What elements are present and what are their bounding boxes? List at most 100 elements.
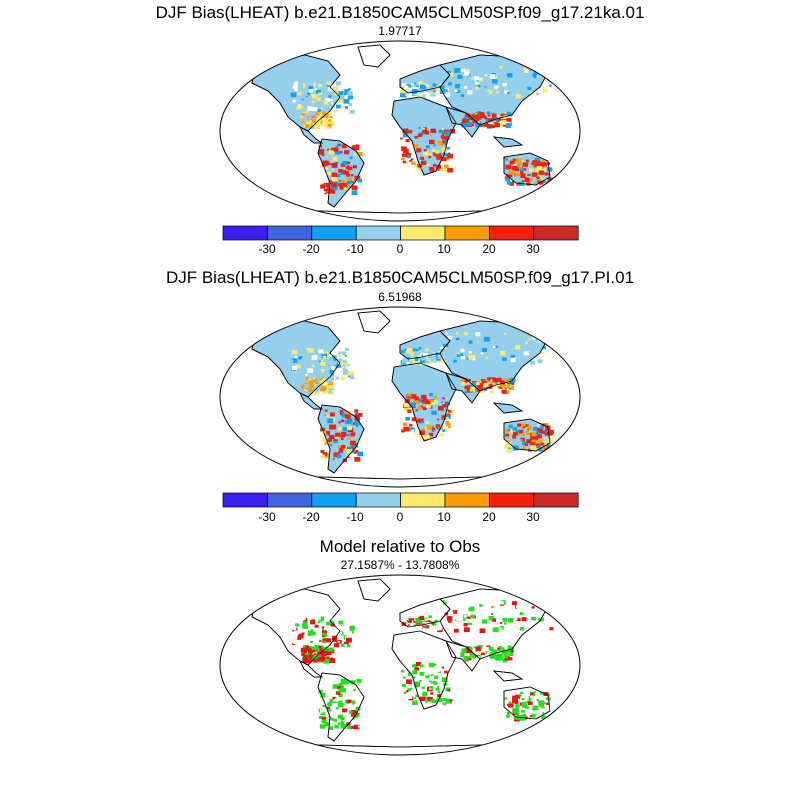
grid-cell [437, 405, 444, 411]
grid-cell [507, 66, 513, 71]
grid-cell [305, 373, 308, 376]
grid-cell [349, 710, 353, 714]
grid-cell [446, 147, 450, 150]
grid-cell [324, 349, 328, 352]
grid-cell [319, 378, 323, 381]
grid-cell [328, 378, 334, 383]
greenland-coastline [357, 310, 391, 334]
grid-cell [430, 618, 435, 622]
grid-cell [301, 113, 306, 116]
grid-cell [534, 347, 539, 350]
grid-cell [411, 417, 417, 422]
grid-cell [513, 163, 517, 166]
grid-cell [524, 621, 528, 625]
grid-cell [402, 133, 409, 138]
grid-cell [425, 625, 430, 628]
grid-cell [515, 604, 522, 609]
cb1-label: -30 [258, 242, 276, 256]
grid-cell [339, 151, 343, 154]
grid-cell [302, 116, 307, 120]
grid-cell [544, 334, 547, 337]
grid-cell [503, 332, 507, 336]
grid-cell [402, 358, 409, 363]
grid-cell [538, 617, 541, 620]
grid-cell [433, 152, 438, 156]
grid-cell [350, 680, 356, 685]
grid-cell [327, 383, 330, 386]
grid-cell [538, 339, 542, 343]
grid-cell [541, 705, 545, 709]
grid-cell [535, 431, 541, 435]
grid-cell [475, 87, 479, 90]
grid-cell [515, 94, 522, 99]
grid-cell [408, 130, 413, 134]
grid-cell [417, 406, 422, 410]
grid-cell [467, 381, 472, 385]
grid-cell [404, 398, 411, 404]
grid-cell [504, 352, 510, 357]
grid-cell [307, 389, 312, 393]
grid-cell [530, 620, 535, 624]
grid-cell [401, 350, 405, 354]
grid-cell [508, 424, 513, 429]
grid-cell [461, 119, 468, 124]
grid-cell [342, 679, 349, 685]
grid-cell [407, 409, 412, 413]
grid-cell [321, 716, 327, 721]
grid-cell [440, 67, 447, 73]
grid-cell [412, 664, 416, 668]
grid-cell [508, 657, 513, 661]
grid-cell [429, 84, 434, 89]
grid-cell [447, 409, 452, 413]
grid-cell [527, 166, 530, 169]
grid-cell [416, 148, 422, 153]
grid-cell [316, 390, 319, 393]
grid-cell [519, 429, 524, 434]
grid-cell [348, 644, 354, 649]
grid-cell [417, 627, 423, 632]
grid-cell [528, 624, 533, 628]
grid-cell [509, 649, 514, 653]
grid-cell [471, 621, 478, 627]
grid-cell [488, 615, 495, 621]
grid-cell [419, 94, 426, 100]
grid-cell [331, 373, 335, 376]
grid-cell [499, 627, 502, 629]
grid-cell [443, 601, 447, 605]
grid-cell [346, 699, 352, 704]
grid-cell [313, 653, 316, 655]
grid-cell [346, 161, 351, 165]
grid-cell [423, 149, 427, 152]
colorbar-swatch [267, 225, 313, 241]
grid-cell [351, 700, 356, 704]
grid-cell [331, 185, 338, 191]
grid-cell [324, 91, 330, 96]
grid-cell [434, 697, 439, 701]
grid-cell [472, 120, 475, 123]
grid-cell [543, 437, 547, 440]
grid-cell [546, 167, 553, 172]
grid-cell [355, 425, 359, 428]
grid-cell [402, 157, 407, 161]
grid-cell [293, 630, 300, 635]
grid-cell [428, 615, 432, 619]
grid-cell [420, 428, 425, 432]
grid-cell [546, 444, 552, 449]
grid-cell [330, 620, 335, 624]
grid-cell [340, 721, 345, 725]
grid-cell [513, 616, 518, 621]
grid-cell [492, 346, 496, 348]
grid-cell [530, 70, 534, 74]
grid-cell [505, 441, 512, 446]
grid-cell [505, 378, 512, 383]
grid-cell [349, 156, 353, 160]
grid-cell [425, 700, 429, 703]
grid-cell [310, 112, 314, 115]
grid-cell [505, 123, 511, 129]
grid-cell [329, 121, 333, 125]
grid-cell [461, 382, 465, 386]
grid-cell [454, 89, 458, 93]
colorbar-swatch [489, 492, 535, 508]
grid-cell [431, 401, 436, 405]
grid-cell [341, 643, 346, 647]
